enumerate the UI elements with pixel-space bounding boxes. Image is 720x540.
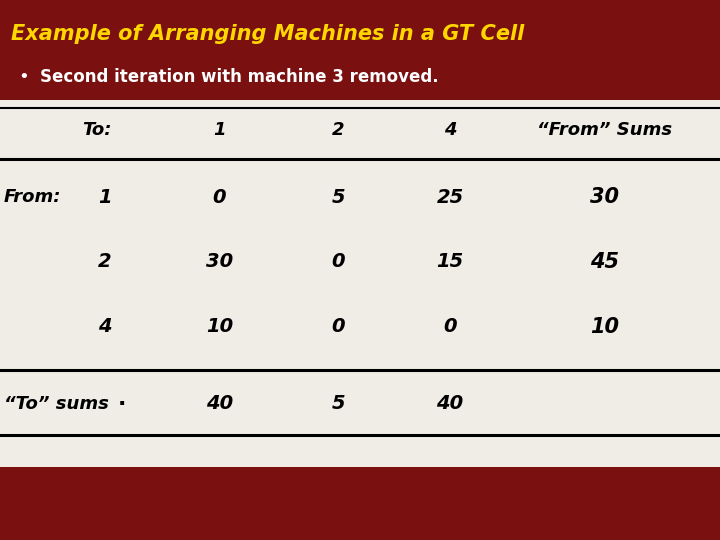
Text: 5: 5 <box>332 187 345 207</box>
Text: 2: 2 <box>332 120 345 139</box>
Text: 0: 0 <box>444 317 456 336</box>
Text: “From” Sums: “From” Sums <box>537 120 672 139</box>
Text: 1: 1 <box>98 187 112 207</box>
Text: 25: 25 <box>436 187 464 207</box>
FancyBboxPatch shape <box>0 467 720 540</box>
Text: 0: 0 <box>213 187 226 207</box>
Text: 0: 0 <box>332 317 345 336</box>
Text: 5: 5 <box>332 394 345 414</box>
Text: 1: 1 <box>213 120 226 139</box>
FancyBboxPatch shape <box>0 100 720 467</box>
Text: 4: 4 <box>444 120 456 139</box>
Text: “To” sums: “To” sums <box>4 395 109 413</box>
Text: From:: From: <box>4 188 61 206</box>
Text: 15: 15 <box>436 252 464 272</box>
Text: 10: 10 <box>590 316 619 337</box>
Text: 45: 45 <box>590 252 619 272</box>
Text: Second iteration with machine 3 removed.: Second iteration with machine 3 removed. <box>40 68 438 85</box>
Text: ·: · <box>118 394 127 414</box>
Text: 2: 2 <box>98 252 112 272</box>
Text: 4: 4 <box>98 317 112 336</box>
Text: 40: 40 <box>436 394 464 414</box>
Text: 0: 0 <box>332 252 345 272</box>
Text: 40: 40 <box>206 394 233 414</box>
FancyBboxPatch shape <box>0 0 720 100</box>
Text: 30: 30 <box>206 252 233 272</box>
Text: 10: 10 <box>206 317 233 336</box>
Text: Example of Arranging Machines in a GT Cell: Example of Arranging Machines in a GT Ce… <box>11 24 524 44</box>
Text: 30: 30 <box>590 187 619 207</box>
Text: To:: To: <box>82 120 112 139</box>
Text: •: • <box>18 68 29 85</box>
